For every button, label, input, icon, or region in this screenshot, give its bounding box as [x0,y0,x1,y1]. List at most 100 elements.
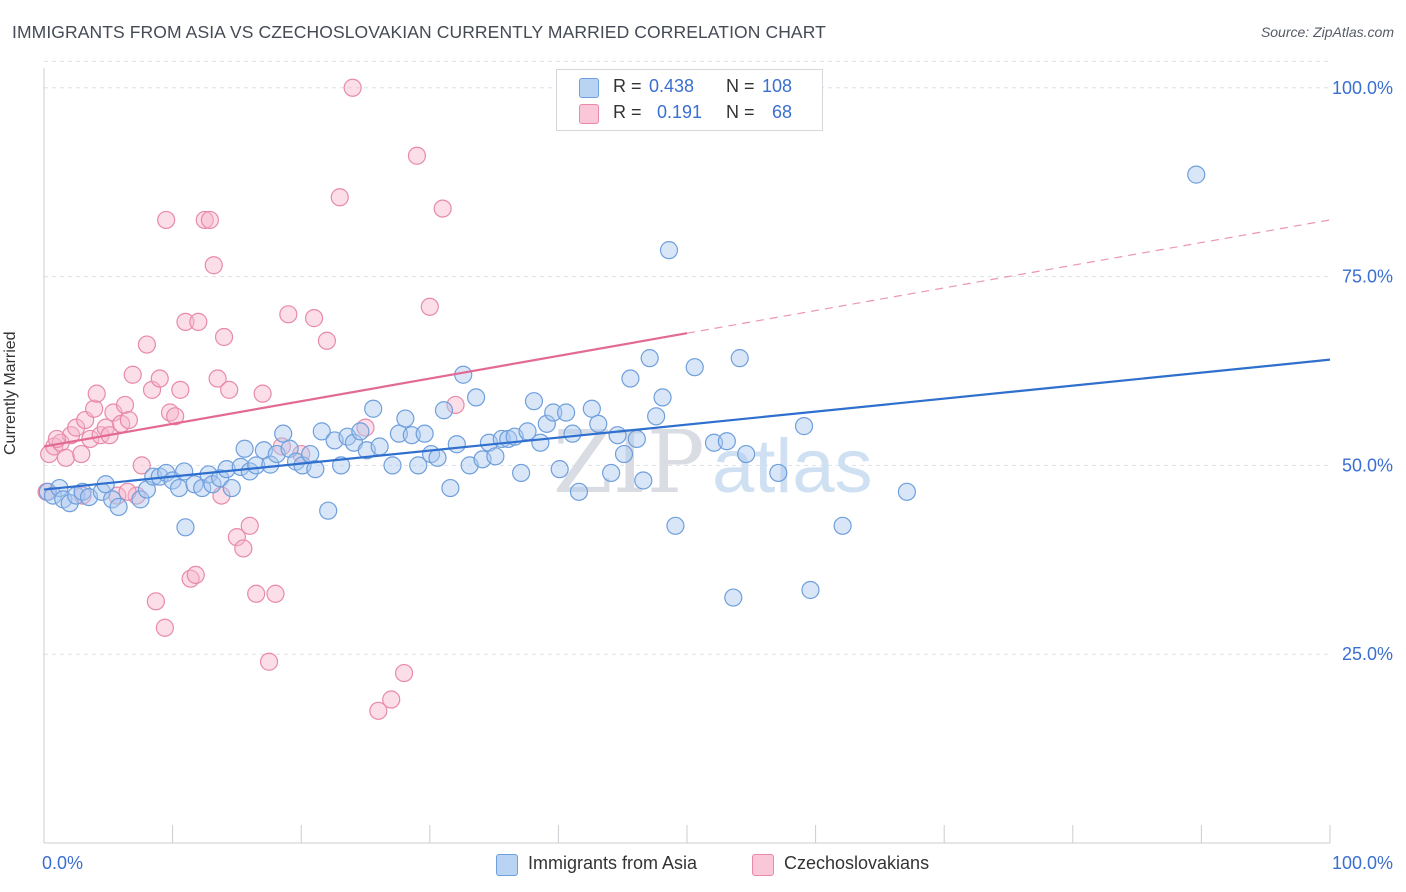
asia-point [833,516,852,535]
asia-point [466,388,486,407]
czech-point [72,444,91,464]
asia-point [685,358,704,377]
czech-point [200,210,219,230]
grid-lines [44,60,1330,655]
czech-point [433,199,452,218]
tick-labels: 25.0% 50.0% 75.0% 100.0% 0.0% 100.0% [42,78,1393,873]
asia-point [897,482,917,501]
czech-point [208,369,227,388]
asia-point [582,399,601,418]
czech-point [247,584,266,603]
asia-point [730,349,749,368]
czech-point [195,210,214,230]
asia-point [647,407,666,426]
czechoslovakian-points [37,78,465,720]
asia-point [261,455,280,474]
y-tick-label: 100.0% [1332,78,1393,98]
asia-point [274,424,293,443]
czech-point [137,335,156,354]
czech-point [407,146,427,165]
asia-point [569,482,589,501]
czech-point [220,380,239,399]
source-label: Source: ZipAtlas.com [1260,24,1394,40]
x-tick-label: 100.0% [1332,853,1393,873]
asia-point [717,432,736,451]
y-axis-label: Currently Married [2,331,19,455]
czech-point [146,592,165,611]
asia-trend-line [43,358,1331,491]
czech-point [259,652,279,671]
asia-point [235,439,254,458]
asia-point [794,417,814,436]
asia-point [60,494,79,513]
asia-point [409,456,428,475]
asia-point [383,456,402,475]
czech-point [176,312,195,331]
asia-point [544,403,563,422]
asia-point [602,463,621,483]
asia-point [176,518,195,537]
asia-point [103,490,122,509]
asia-point [486,447,505,466]
asia-point [512,463,531,483]
czech-point [240,516,259,535]
asia-point [319,501,338,520]
asia-point [306,460,325,479]
asia-point [537,414,556,433]
czech-point [279,305,298,324]
czech-point [123,365,142,384]
czech-point [56,448,75,467]
czech-point [132,456,151,475]
asia-point [331,456,351,475]
czech-point [119,410,138,430]
asia-point [608,426,627,445]
asia-point [351,422,370,441]
czech-point [304,309,324,328]
asia-point [131,490,150,509]
czech-point [189,312,208,331]
czech-point [234,539,253,558]
legend-n-label: N = [726,102,755,122]
asia-point [312,422,331,441]
asia-point [666,516,685,535]
czech-point [369,701,388,720]
trend-lines [43,219,1331,491]
asia-point [434,401,454,420]
watermark-atlas: atlas [712,424,873,509]
asia-points [38,165,1206,607]
legend-r-label: R = [613,76,642,96]
correlation-legend: R = 0.438 N = 108 R = 0.191 N = 68 [556,69,823,131]
asia-point [301,444,320,464]
asia-point [109,497,128,517]
legend-n-label: N = [726,76,755,96]
asia-point [211,469,230,488]
czech-trend-line [43,332,688,448]
legend-n-value-czech: 68 [772,102,793,122]
asia-point [370,437,389,456]
asia-point [441,478,460,498]
asia-point [769,463,788,483]
czech-point [446,395,465,415]
czech-point [394,663,414,683]
bottom-legend-swatch-asia [496,854,518,876]
czech-point [155,618,174,637]
czech-point [85,399,104,418]
asia-point [43,486,63,505]
czech-point [330,188,349,207]
legend-r-value-czech: 0.191 [657,102,703,122]
asia-point [524,392,544,411]
asia-point [621,369,640,388]
y-tick-label: 75.0% [1342,267,1393,287]
asia-point [634,471,653,490]
asia-point [169,478,189,498]
czech-trend-extension [686,219,1331,334]
legend-r-label: R = [613,102,642,122]
czech-point [115,395,135,415]
czech-point [171,380,190,399]
czech-point [166,407,185,426]
asia-point [531,433,550,452]
x-tick-label: 0.0% [42,853,83,873]
legend-r-value-asia: 0.438 [649,76,695,96]
asia-point [396,409,415,428]
